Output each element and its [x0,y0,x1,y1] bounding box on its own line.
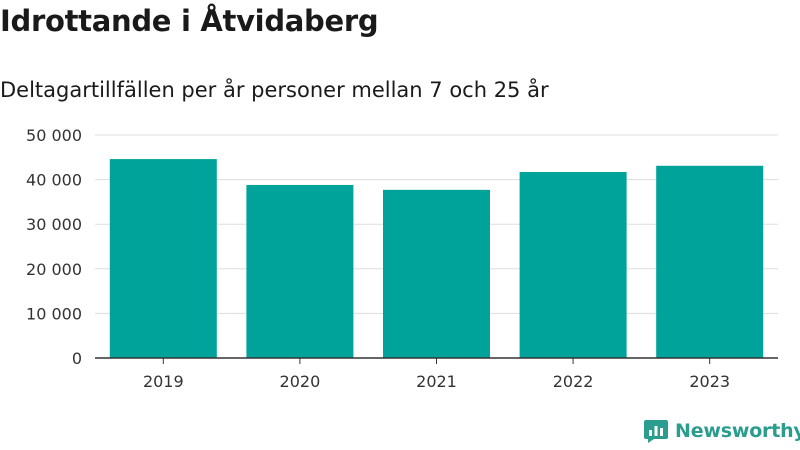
y-tick-label: 10 000 [26,304,82,323]
x-tick-label: 2023 [689,372,730,391]
y-tick-label: 40 000 [26,171,82,190]
x-tick-label: 2022 [553,372,594,391]
bar [109,159,217,358]
brand-name: Newsworthy [675,420,800,442]
y-tick-label: 20 000 [26,260,82,279]
y-tick-label: 50 000 [26,126,82,145]
chart-subtitle: Deltagartillfällen per år personer mella… [0,78,549,102]
brand-logo: Newsworthy [643,418,800,444]
newsworthy-logo-icon [644,420,668,443]
x-tick-label: 2020 [280,372,321,391]
chart-title: Idrottande i Åtvidaberg [0,4,379,38]
bar [656,165,764,358]
x-tick-label: 2021 [416,372,457,391]
bar [383,189,490,358]
bar [519,172,627,358]
bar [246,184,354,358]
x-tick-label: 2019 [143,372,184,391]
y-tick-label: 30 000 [26,215,82,234]
y-tick-label: 0 [72,349,82,368]
